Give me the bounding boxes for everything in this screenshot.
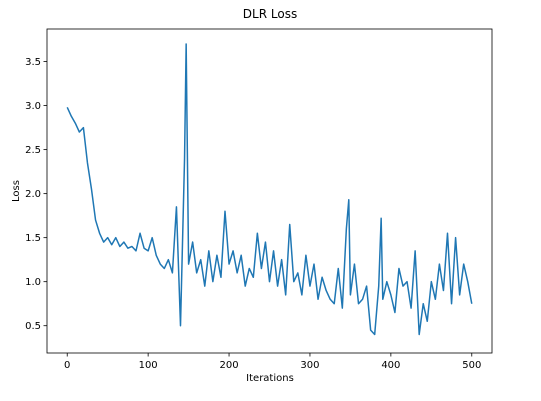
x-tick-label: 0 bbox=[64, 360, 70, 371]
chart-title: DLR Loss bbox=[243, 7, 297, 21]
line bbox=[66, 43, 473, 336]
x-tick-label: 200 bbox=[219, 360, 238, 371]
y-tick-label: 1.0 bbox=[25, 277, 41, 288]
y-tick-label: 0.5 bbox=[25, 321, 41, 332]
y-tick-label: 3.0 bbox=[25, 101, 41, 112]
y-tick-label: 2.0 bbox=[25, 189, 41, 200]
y-axis-label: Loss bbox=[11, 180, 22, 202]
plot-frame bbox=[46, 28, 493, 354]
y-tick-label: 2.5 bbox=[25, 145, 41, 156]
x-axis-label: Iterations bbox=[246, 373, 294, 384]
x-tick-label: 300 bbox=[300, 360, 319, 371]
x-tick-label: 400 bbox=[381, 360, 400, 371]
y-tick-label: 3.5 bbox=[25, 57, 41, 68]
y-tick-label: 1.5 bbox=[25, 233, 41, 244]
x-tick-label: 500 bbox=[462, 360, 481, 371]
x-tick-label: 100 bbox=[139, 360, 158, 371]
